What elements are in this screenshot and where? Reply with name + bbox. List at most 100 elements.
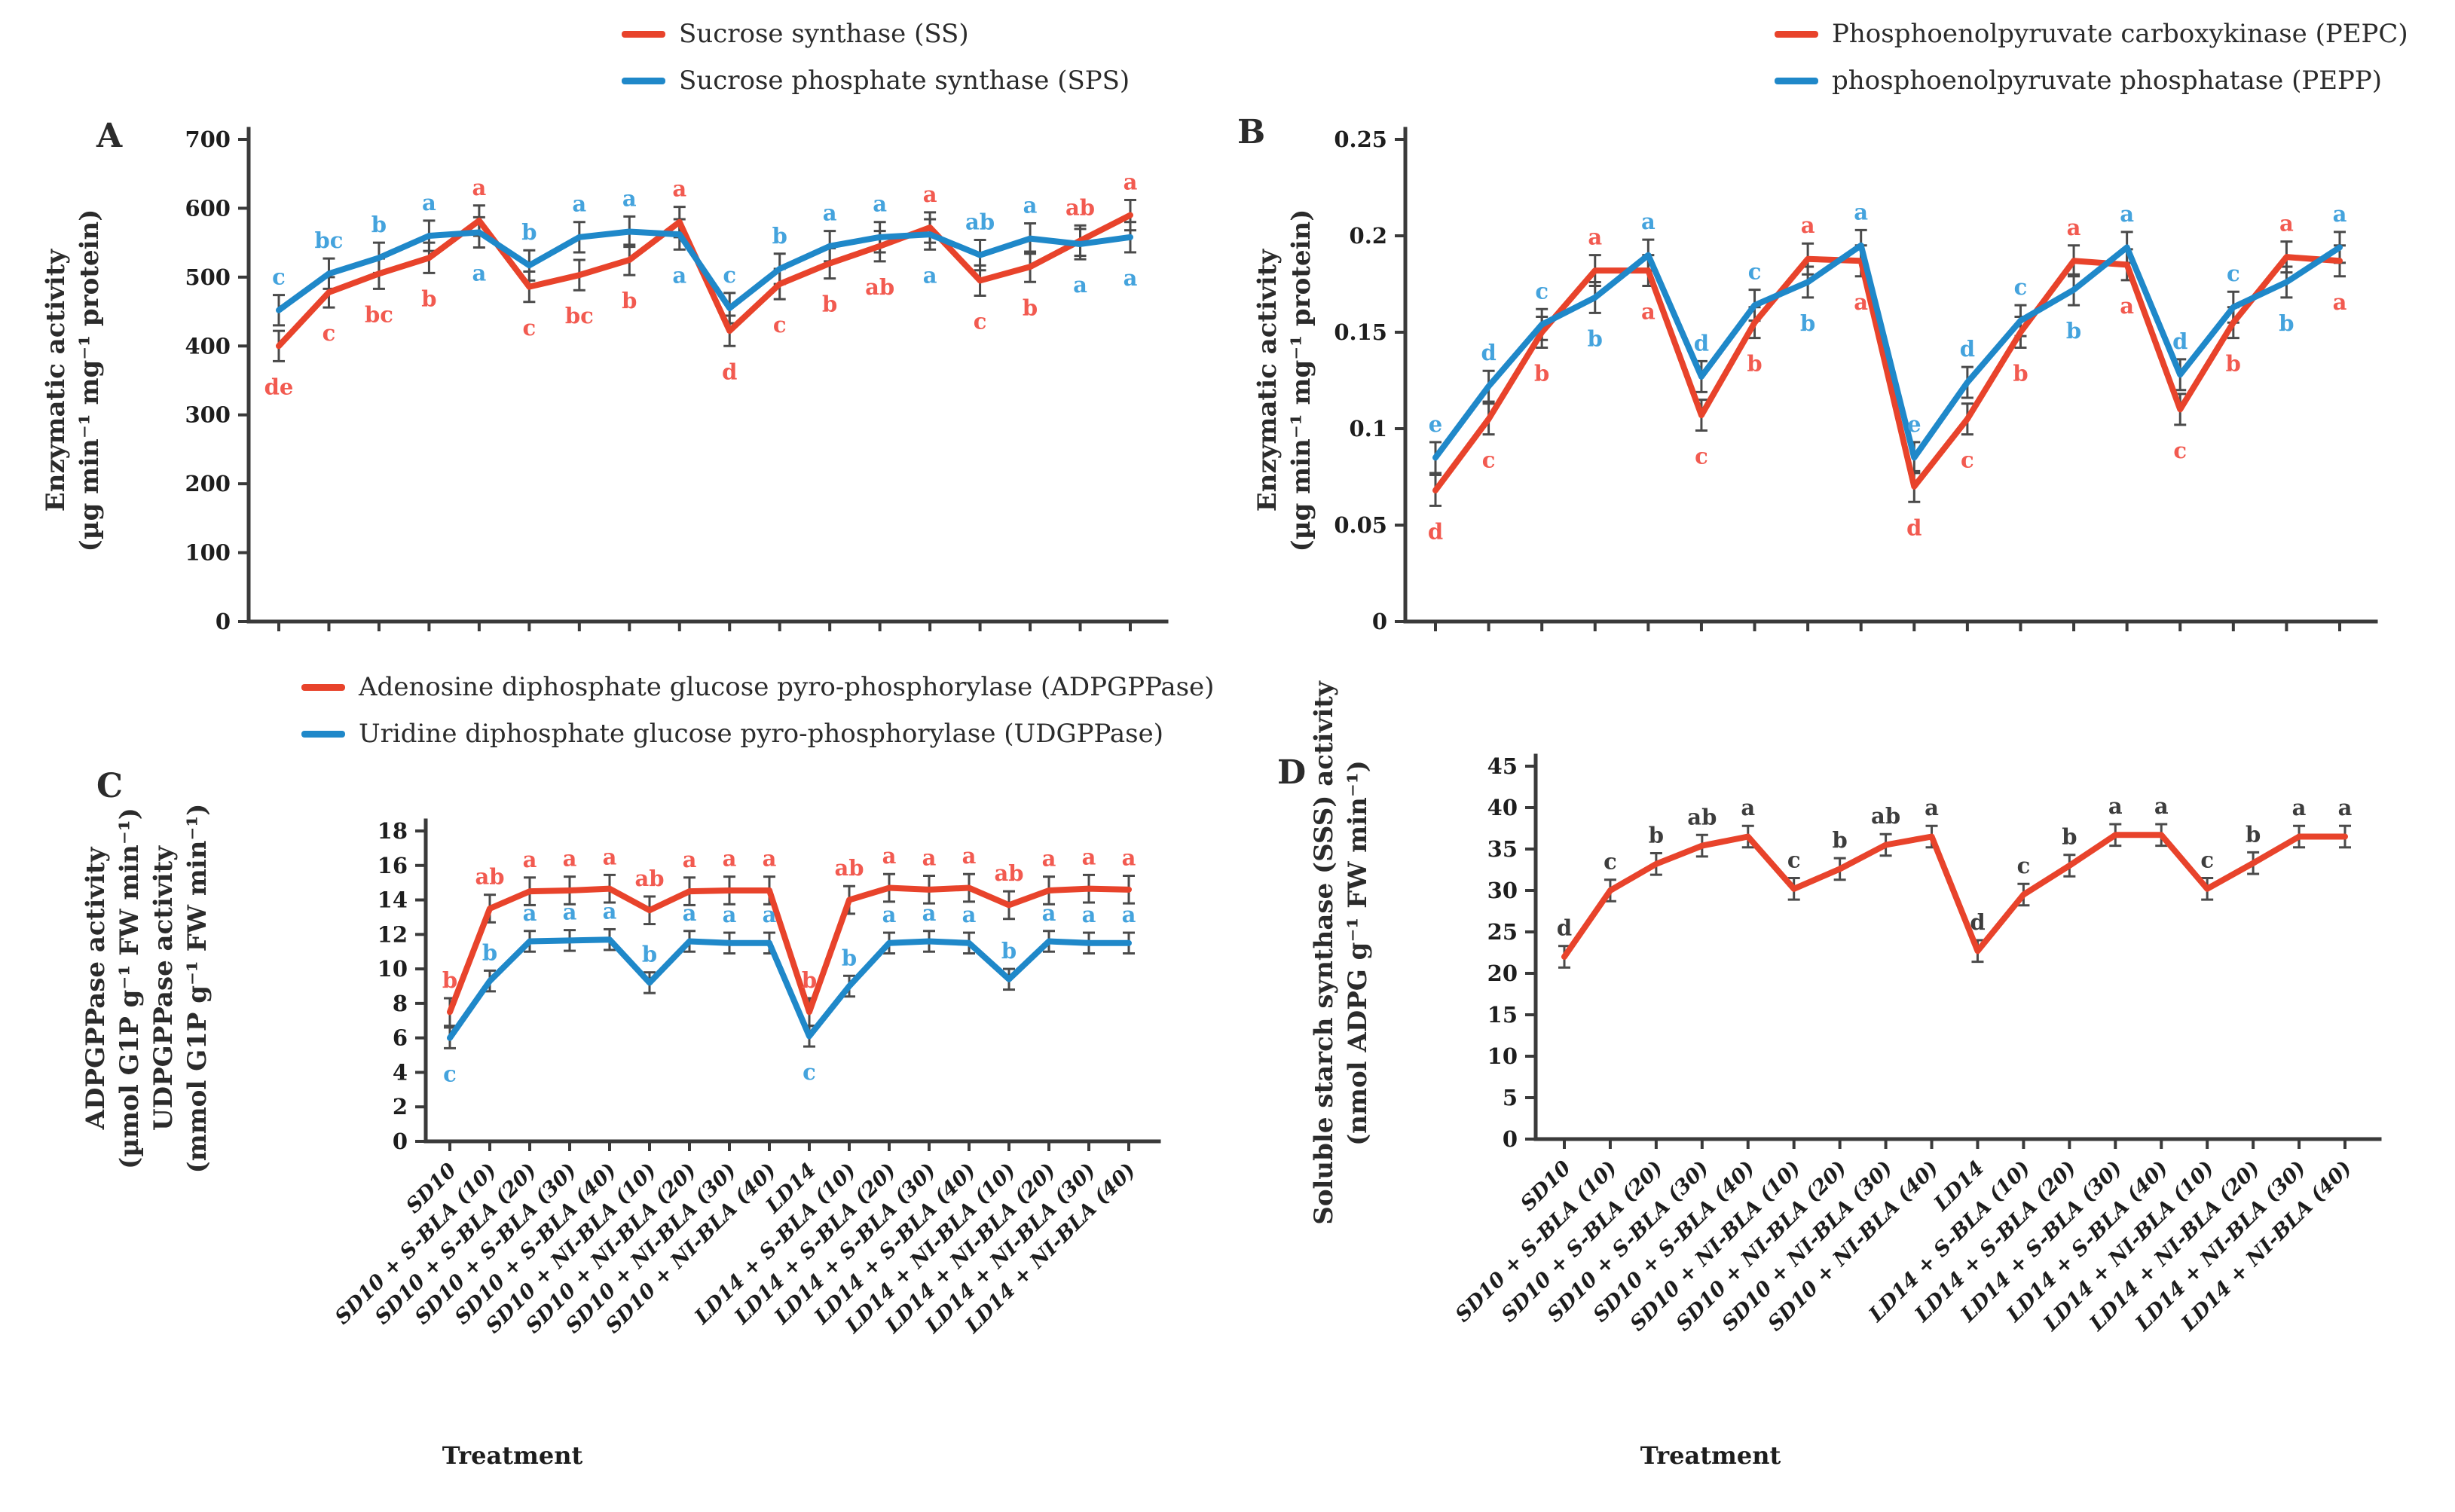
sig-letter: a: [2120, 293, 2134, 319]
y-tick-label: 0.05: [1334, 512, 1387, 538]
sig-letter: d: [1557, 915, 1572, 941]
y-tick-label: 10: [1487, 1043, 1518, 1069]
sig-letter: a: [2333, 201, 2347, 227]
sig-letter: ab: [1871, 803, 1900, 829]
sig-letter: b: [802, 967, 817, 993]
sig-letter: c: [1695, 444, 1708, 469]
sig-letter: c: [2014, 274, 2028, 300]
sig-letter: b: [1001, 938, 1017, 964]
sig-letter: b: [642, 942, 657, 967]
sig-letter: ab: [834, 855, 864, 881]
sig-letter: a: [622, 185, 637, 211]
sig-letter: b: [2226, 351, 2241, 377]
y-tick-label: 0.2: [1350, 223, 1387, 249]
sig-letter: a: [1042, 846, 1056, 872]
sig-letter: b: [772, 223, 787, 249]
sig-letter: a: [962, 843, 977, 869]
legend-item-udgppase: Uridine diphosphate glucose pyro-phospho…: [301, 719, 1214, 749]
sig-letter: b: [622, 288, 637, 313]
y-tick-label: 500: [185, 264, 231, 290]
sig-letter: a: [523, 847, 537, 872]
sig-letter: a: [1082, 844, 1096, 869]
sig-letter: e: [1907, 411, 1921, 437]
y-tick-label: 600: [185, 195, 231, 221]
y-tick-label: 10: [378, 956, 408, 982]
axes: [1533, 753, 2382, 1141]
y-tick-label: 0.1: [1350, 416, 1387, 441]
sig-letter: a: [1124, 169, 1138, 194]
sig-letter: b: [371, 212, 387, 237]
sig-letter: a: [1641, 209, 1656, 234]
y-tick-label: 18: [378, 818, 408, 844]
sig-letter: d: [1428, 518, 1443, 544]
sig-letter: a: [472, 261, 486, 286]
sig-letter: c: [2017, 853, 2031, 878]
series-line-0: [276, 212, 1133, 350]
legend-panel-a: Sucrose synthase (SS) Sucrose phosphate …: [622, 19, 1130, 96]
y-tick-label: 25: [1487, 919, 1518, 945]
series-line-1: [1432, 242, 2343, 461]
sig-letter: a: [882, 902, 897, 927]
axes: [246, 127, 1169, 624]
sig-letter: c: [974, 309, 987, 334]
legend-item-ss: Sucrose synthase (SS): [622, 19, 1130, 49]
sig-letter: ab: [994, 860, 1023, 886]
y-tick-label: 300: [185, 402, 231, 428]
y-tick-label: 0: [1503, 1126, 1518, 1152]
sig-letter: ab: [475, 864, 504, 890]
sig-letter: c: [323, 320, 336, 346]
y-axis-ticks: 0 2 4 6 8 10 12 14 16 18: [378, 818, 426, 1154]
x-axis-ticks: [277, 622, 1132, 631]
panel-label-d: D: [1277, 753, 1307, 792]
sig-letter: c: [523, 315, 537, 341]
legend-label-ss: Sucrose synthase (SS): [679, 19, 969, 49]
sig-letter: a: [672, 176, 686, 202]
sig-letter: a: [472, 175, 486, 200]
sig-letter: a: [2338, 795, 2353, 820]
sig-letter: b: [2279, 310, 2294, 336]
sig-letter: a: [723, 846, 737, 872]
sig-letter: a: [572, 191, 586, 217]
panel-label-c: C: [96, 767, 124, 805]
x-axis-ticks: [1563, 1139, 2346, 1149]
sig-letter: a: [2279, 211, 2294, 237]
sig-letter: a: [1801, 212, 1815, 238]
axes: [423, 818, 1161, 1144]
y-tick-label: 0: [1372, 609, 1387, 634]
sig-letter: a: [823, 200, 837, 226]
sig-letter: b: [521, 219, 537, 245]
sig-letter: a: [962, 902, 977, 927]
sig-letter: b: [1534, 360, 1549, 386]
sig-letter: a: [723, 902, 737, 927]
series-line-0: [447, 884, 1132, 1016]
y-tick-label: 0.15: [1334, 319, 1387, 345]
sig-letter: a: [563, 900, 577, 925]
sig-letter: c: [2227, 261, 2240, 286]
sig-letter: b: [2066, 318, 2081, 344]
sig-letter: a: [763, 846, 777, 872]
y-tick-label: 20: [1487, 961, 1518, 986]
sig-letter: c: [1961, 447, 1974, 473]
sig-letters-series-0: d c b a a c b a a d c b a a c b a a: [1428, 211, 2347, 545]
sig-letter: d: [1906, 515, 1922, 540]
sig-letter: a: [672, 262, 686, 288]
adpgppase-line-swatch-icon: [301, 683, 345, 691]
sig-letter: a: [1854, 199, 1868, 225]
sig-letter: c: [272, 264, 286, 290]
y-tick-label: 15: [1487, 1002, 1518, 1028]
sig-letter: b: [482, 939, 497, 965]
sig-letter: a: [2154, 793, 2169, 819]
sig-letter: c: [2173, 438, 2187, 463]
sig-letter: a: [923, 262, 937, 288]
legend-label-sps: Sucrose phosphate synthase (SPS): [679, 66, 1130, 96]
legend-item-adpgppase: Adenosine diphosphate glucose pyro-phosp…: [301, 672, 1214, 702]
y-tick-label: 4: [393, 1059, 408, 1085]
y-tick-label: 100: [185, 540, 231, 566]
legend-label-pepp: phosphoenolpyruvate phosphatase (PEPP): [1832, 66, 2383, 96]
y-tick-label: 12: [378, 921, 408, 947]
sig-letter: a: [2292, 795, 2307, 820]
